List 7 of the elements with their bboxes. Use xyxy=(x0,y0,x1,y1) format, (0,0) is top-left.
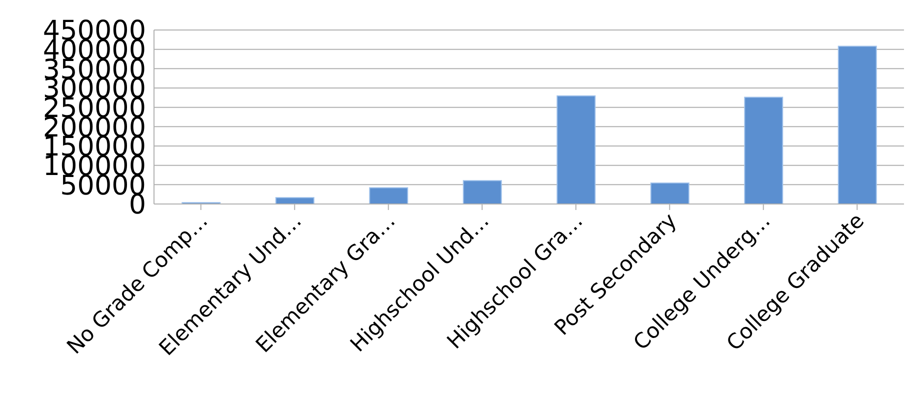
bar xyxy=(556,95,596,204)
bar xyxy=(744,96,784,204)
bar xyxy=(838,46,877,204)
bar xyxy=(650,182,690,204)
bar xyxy=(275,197,314,204)
bar xyxy=(369,187,408,204)
bar xyxy=(462,180,502,204)
